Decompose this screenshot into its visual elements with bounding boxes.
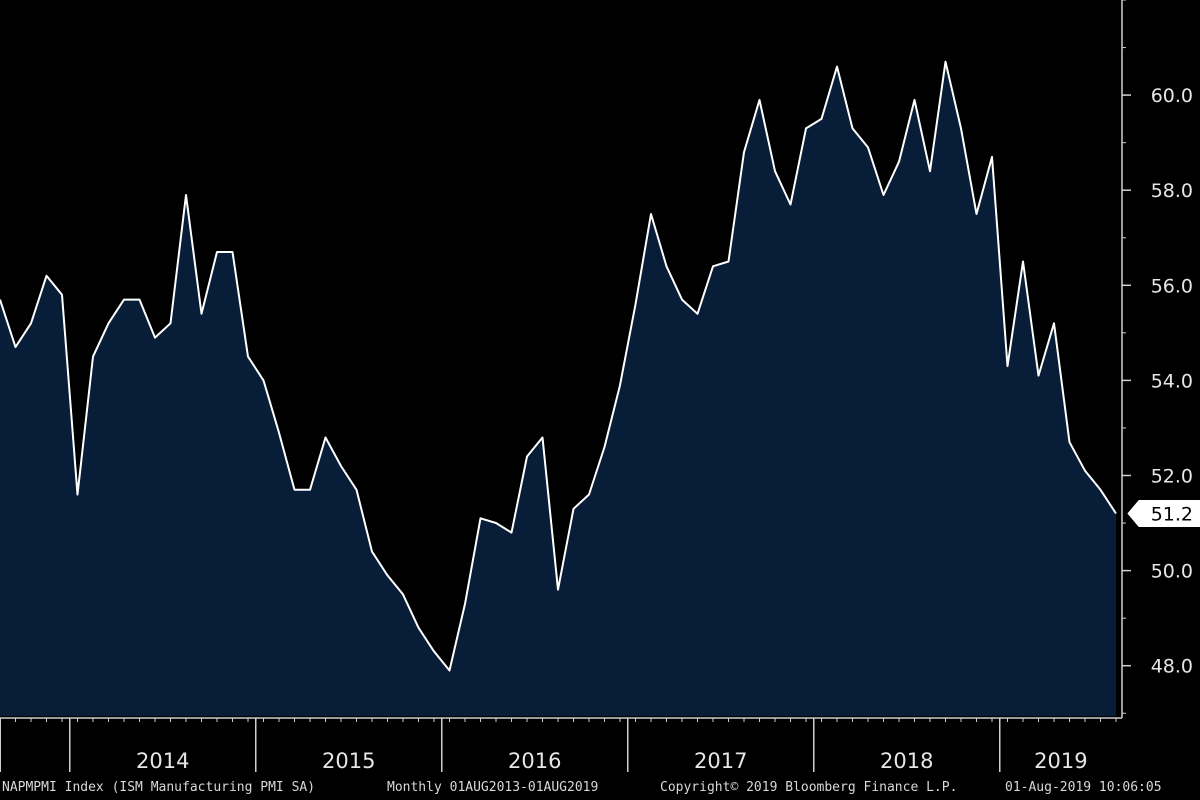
x-tick-label: 2018 [880,749,933,773]
y-tick-label: 56.0 [1151,275,1193,297]
x-tick-label: 2017 [694,749,747,773]
x-tick-label: 2015 [322,749,375,773]
footer-range: Monthly 01AUG2013-01AUG2019 [387,780,599,795]
axes: 48.0 50.0 52.0 54.0 56.0 58.0 60.0 2014 2015 2016… [0,0,1200,773]
x-tick-label: 2014 [136,749,189,773]
series-area-fill [0,61,1116,717]
x-tick-label: 2019 [1034,749,1087,773]
last-value-tag: 51.2 [1127,500,1200,528]
y-tick-label: 48.0 [1151,656,1193,678]
x-tick-label: 2016 [508,749,561,773]
y-tick-label: 60.0 [1151,85,1193,107]
footer-timestamp: 01-Aug-2019 10:06:05 [1005,780,1162,795]
y-tick-label: 50.0 [1151,561,1193,583]
last-value-box [1127,500,1200,528]
y-tick-label: 58.0 [1151,180,1193,202]
plot-area [0,60,1117,717]
footer-ticker: NAPMPMI Index (ISM Manufacturing PMI SA) [2,780,316,795]
y-tick-label: 52.0 [1151,465,1193,487]
chart-footer: NAPMPMI Index (ISM Manufacturing PMI SA)… [0,778,1200,800]
y-tick-label: 54.0 [1151,370,1193,392]
footer-copyright: Copyright© 2019 Bloomberg Finance L.P. [660,780,958,795]
series-line [0,60,1117,672]
last-value-label: 51.2 [1151,504,1193,526]
